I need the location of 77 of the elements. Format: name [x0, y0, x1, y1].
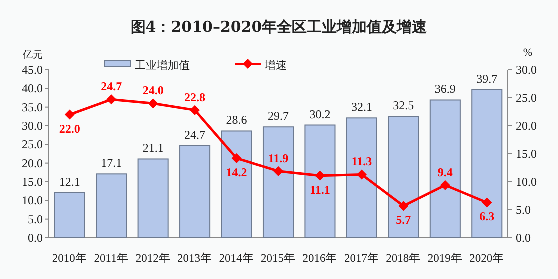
y-tick-label: 10.0 — [22, 194, 43, 208]
bar — [138, 158, 169, 238]
x-tick-label: 2018年 — [386, 252, 422, 265]
bar — [180, 145, 211, 238]
point — [440, 180, 450, 190]
data-label: 36.9 — [434, 82, 456, 96]
x-tick-label: 2015年 — [261, 252, 296, 265]
data-label: 17.1 — [101, 156, 122, 170]
legend-label: 增速 — [264, 59, 287, 72]
data-label: 5.7 — [396, 213, 412, 228]
bar — [54, 192, 86, 238]
bar — [96, 174, 128, 238]
x-tick-label: 2014年 — [219, 252, 254, 265]
x-tick-label: 2010年 — [52, 252, 88, 265]
data-label: 21.1 — [142, 141, 164, 156]
x-tick-label: 2016年 — [302, 252, 338, 265]
y-tick-label: 45.0 — [22, 63, 43, 77]
bar — [346, 118, 378, 238]
y-tick-label: 25.0 — [22, 138, 43, 152]
chart-title: 图4：2010–2020年全区工业增加值及增速 — [130, 18, 428, 36]
point — [106, 94, 117, 105]
data-label: 32.5 — [393, 98, 414, 113]
data-label: 11.1 — [310, 182, 330, 197]
x-tick-label: 2017年 — [344, 252, 380, 265]
data-label: 22.0 — [59, 122, 80, 136]
data-label: 14.2 — [226, 165, 248, 180]
bar — [221, 130, 252, 238]
y-tick-label: 5.0 — [28, 212, 43, 226]
x-tick-label: 2019年 — [428, 252, 463, 265]
point — [356, 170, 367, 180]
y2-tick-label: 25.0 — [516, 91, 537, 105]
data-label: 6.3 — [480, 210, 495, 224]
y2-axis-title: % — [523, 47, 533, 59]
y2-tick-label: 20.0 — [516, 119, 537, 133]
data-label: 39.7 — [476, 72, 498, 86]
legend-label: 工业增加值 — [135, 59, 190, 72]
bar — [262, 126, 294, 238]
point — [315, 170, 326, 181]
bar — [430, 100, 461, 238]
data-label: 32.1 — [351, 100, 372, 114]
x-tick-label: 2012年 — [136, 252, 171, 265]
data-label: 30.2 — [310, 107, 331, 122]
data-label: 24.0 — [142, 84, 164, 98]
point — [398, 201, 409, 212]
bar — [472, 89, 503, 238]
x-tick-label: 2011年 — [94, 252, 129, 265]
data-label: 12.1 — [59, 174, 80, 189]
point — [232, 153, 242, 164]
point — [482, 198, 492, 208]
y-tick-label: 40.0 — [22, 82, 43, 96]
data-label: 11.3 — [352, 154, 372, 169]
data-label: 29.7 — [268, 109, 289, 124]
point — [274, 166, 284, 176]
point — [64, 110, 75, 120]
y2-tick-label: 10.0 — [516, 175, 537, 189]
y-tick-label: 0.0 — [28, 231, 43, 245]
y2-tick-label: 0.0 — [516, 231, 531, 245]
y2-tick-label: 30.0 — [516, 63, 537, 77]
x-tick-label: 2020年 — [470, 252, 505, 265]
y-tick-label: 30.0 — [22, 119, 43, 133]
x-tick-label: 2013年 — [178, 252, 213, 265]
point — [148, 98, 158, 109]
bar — [304, 124, 336, 238]
y2-tick-label: 5.0 — [516, 203, 531, 217]
y-tick-label: 35.0 — [22, 100, 43, 114]
y2-tick-label: 15.0 — [516, 147, 537, 161]
data-label: 24.7 — [101, 80, 122, 94]
data-label: 28.6 — [226, 113, 248, 128]
data-label: 24.7 — [184, 128, 206, 142]
point — [190, 105, 200, 116]
y-axis-title: 亿元 — [22, 50, 43, 61]
data-label: 9.4 — [438, 165, 453, 180]
bar — [388, 116, 420, 238]
y-tick-label: 15.0 — [22, 175, 43, 189]
data-label: 22.8 — [184, 90, 206, 104]
data-label: 11.9 — [268, 151, 289, 166]
y-tick-label: 20.0 — [22, 156, 43, 170]
